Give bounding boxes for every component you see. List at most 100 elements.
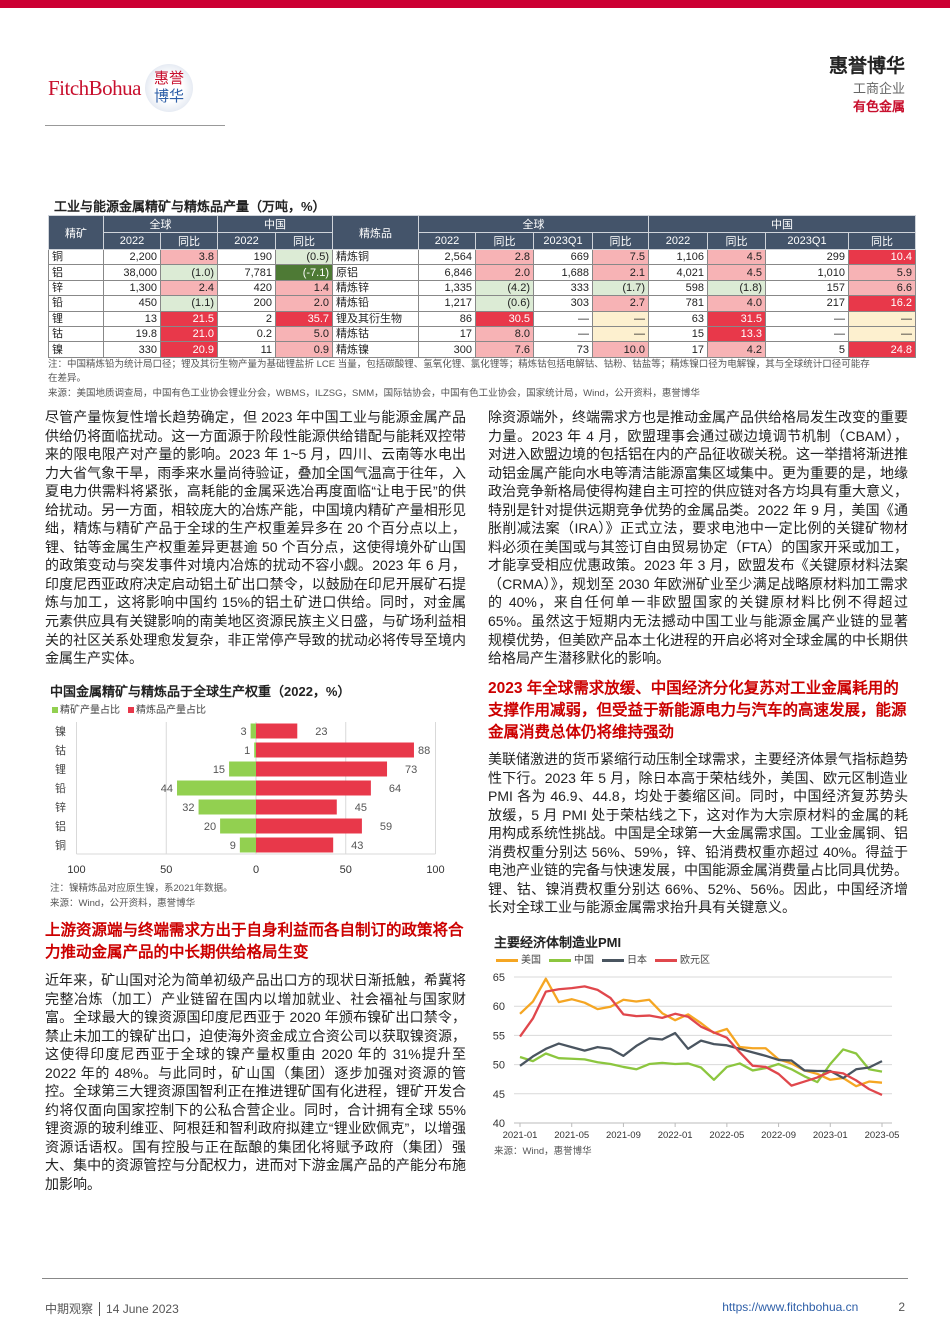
sector-label: 工商企业 (852, 81, 905, 96)
bar-ore (220, 818, 256, 834)
footer-date: 14 June 2023 (106, 1302, 179, 1316)
production-table: 精矿 全球 中国 精炼品 全球 中国 2022 同比 2022 同比 2022 … (48, 215, 916, 358)
table-cell: 5.0 (275, 325, 333, 343)
col-header: 2022 (418, 232, 476, 250)
data-label-ore: 15 (213, 764, 225, 776)
footer: 中期观察 14 June 2023 https://www.fitchbohua.… (45, 1300, 905, 1317)
logo-text: FitchBohua (48, 75, 142, 100)
legend-item-eurozone: 欧元区 (655, 951, 710, 966)
ore-name: 铝 (48, 264, 104, 281)
table-cell: 7,781 (217, 264, 276, 281)
table-cell: — (592, 325, 649, 343)
table-cell: 13 (103, 310, 161, 327)
brand-name: 惠誉博华 (828, 56, 905, 77)
table-cell: 8.0 (475, 325, 534, 343)
table-cell: 1.4 (275, 279, 333, 297)
y-tick-label: 50 (493, 1060, 505, 1072)
table-cell: (0.6) (475, 295, 534, 312)
table-title: 工业与能源金属精矿与精炼品产量（万吨，%） (54, 199, 326, 214)
table-cell: 333 (533, 279, 593, 297)
top-accent-bar (0, 0, 950, 8)
right-paragraph-2: 美联储激进的货币紧缩行动压制全球需求，主要经济体景气指标趋势性下行。2023 年… (488, 751, 908, 916)
table-cell: 17 (418, 325, 476, 343)
legend-item-ore: 精矿产量占比 (52, 701, 120, 716)
series-line-eurozone (519, 985, 883, 1097)
table-cell: 73 (533, 341, 593, 358)
x-tick-label: 100 (67, 864, 85, 876)
ore-name: 铅 (48, 295, 104, 312)
subsector-label: 有色金属 (852, 99, 905, 114)
ore-name: 铜 (48, 248, 104, 266)
table-cell: 4.5 (707, 248, 766, 266)
table-cell: 200 (217, 295, 276, 312)
data-label-ore: 1 (244, 745, 250, 757)
table-cell: — (765, 310, 849, 327)
category-label: 锂 (55, 762, 66, 776)
table-cell: 1,688 (533, 264, 593, 281)
col-header: 2023Q1 (765, 232, 849, 250)
x-tick-label: 2021-05 (554, 1130, 589, 1141)
ore-name: 钴 (48, 325, 104, 343)
col-group-china: 中国 (217, 215, 333, 233)
table-cell: 2.1 (592, 264, 649, 281)
x-tick-label: 2022-01 (658, 1130, 693, 1141)
table-cell: 21.0 (160, 325, 218, 343)
category-label: 铝 (55, 819, 66, 833)
data-label-ore: 20 (204, 821, 216, 833)
y-tick-label: 60 (493, 1001, 505, 1013)
table-cell: 3.8 (160, 248, 218, 266)
data-label-refined: 73 (405, 764, 417, 776)
data-label-refined: 64 (389, 783, 401, 795)
col-header: 同比 (592, 232, 649, 250)
x-tick-label: 2023-01 (813, 1130, 848, 1141)
x-tick-label: 2021-09 (606, 1130, 641, 1141)
table-cell: 1,217 (418, 295, 476, 312)
legend-item-japan: 日本 (602, 951, 647, 966)
y-tick-label: 45 (493, 1089, 505, 1101)
table-cell: 11 (217, 341, 276, 358)
line-chart-legend: 美国 中国 日本 欧元区 (496, 951, 710, 966)
table-cell: 1,300 (103, 279, 161, 297)
y-tick-label: 40 (493, 1118, 505, 1130)
table-cell: 30.5 (475, 310, 534, 327)
table-row: 铝 38,000 (1.0) 7,781 (-7.1) 原铝 6,846 2.0 1,688 2.… (48, 264, 916, 281)
data-label-refined: 59 (380, 821, 392, 833)
ore-name: 锂 (48, 310, 104, 327)
y-tick-label: 65 (493, 972, 505, 984)
left-section-heading: 上游资源端与终端需求方出于自身利益而各自制订的政策将合力推动金属产品的中长期供给… (45, 922, 464, 961)
category-label: 锌 (55, 800, 66, 814)
x-tick-label: 2022-09 (761, 1130, 796, 1141)
table-cell: 10.4 (848, 248, 916, 266)
table-cell: 2.8 (475, 248, 534, 266)
left-paragraph-1: 尽管产量恢复性增长趋势确定，但 2023 年中国工业与能源金属产品供给仍将面临扰… (45, 409, 466, 667)
bar-chart-note: 注：镍精炼品对应原生镍，系2021年数据。 (50, 883, 233, 894)
bar-chart-legend: 精矿产量占比 精炼品产量占比 (52, 701, 206, 716)
table-cell: (0.5) (275, 248, 333, 266)
bar-refined (256, 837, 334, 853)
table-source: 来源：美国地质调查局，中国有色工业协会锂业分会，WBMS，ILZSG，SMM，国… (48, 388, 700, 399)
x-tick-label: 0 (253, 864, 259, 876)
x-tick-label: 100 (426, 864, 444, 876)
col-header: 同比 (707, 232, 766, 250)
table-cell: — (848, 325, 916, 343)
bar-chart-title: 中国金属精矿与精炼品于全球生产权重（2022，%） (50, 684, 351, 699)
category-label: 镍 (55, 724, 66, 738)
bar-refined (256, 780, 371, 796)
fitchbohua-logo: FitchBohua 惠誉博华 (48, 64, 193, 112)
right-paragraph-1: 除资源端外，终端需求方也是推动金属产品供给格局发生改变的重要力量。2023 年 … (488, 409, 908, 667)
series-line-china (519, 1048, 883, 1084)
refined-name: 原铝 (332, 264, 419, 281)
logo-divider (45, 125, 225, 126)
table-cell: 2.7 (592, 295, 649, 312)
category-label: 铅 (55, 781, 66, 795)
footer-url-link[interactable]: https://www.fitchbohua.cn (722, 1300, 859, 1314)
bar-refined (256, 799, 337, 815)
table-cell: 6.6 (848, 279, 916, 297)
line-chart-title: 主要经济体制造业PMI (494, 935, 622, 950)
footer-series: 中期观察 (45, 1302, 94, 1316)
header-meta: 惠誉博华 工商企业 有色金属 (829, 55, 905, 116)
table-cell: (4.2) (475, 279, 534, 297)
table-row: 铅 450 (1.1) 200 2.0 精炼铅 1,217 (0.6) 303 2.7 781 4.0… (48, 295, 916, 312)
table-cell: 190 (217, 248, 276, 266)
line-chart-source: 来源：Wind，惠誉博华 (494, 1146, 592, 1157)
